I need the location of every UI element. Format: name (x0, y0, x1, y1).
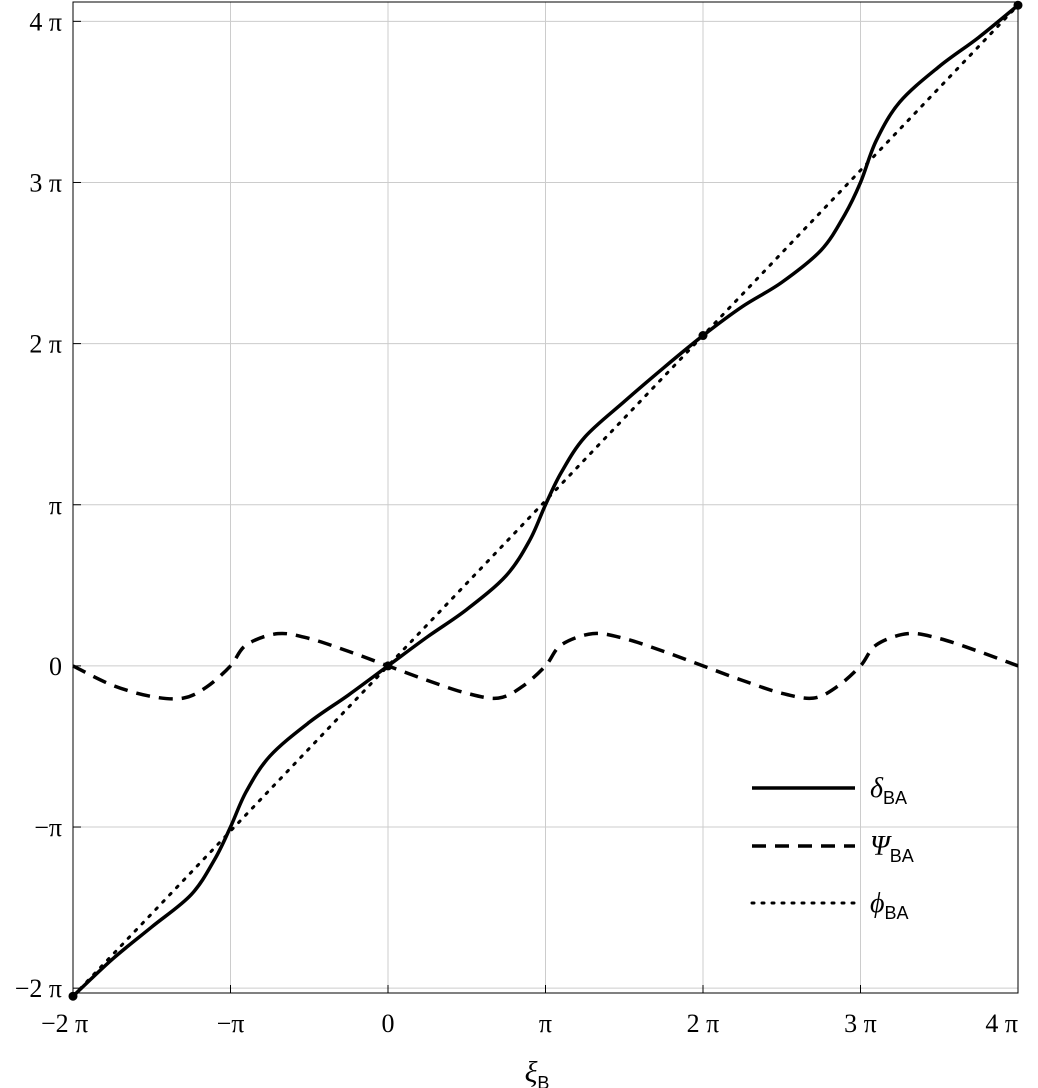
points (68, 0, 1023, 1001)
y-tick-label: 3 π (29, 168, 62, 197)
phi-ba-line (71, 3, 1020, 998)
legend-entry-delta: δBA (752, 773, 907, 808)
y-tick-label: 2 π (29, 330, 62, 359)
y-tick-label: −2 π (15, 974, 62, 1003)
x-tick-label: 2 π (687, 1009, 720, 1038)
x-tick-label: 0 (382, 1009, 395, 1038)
x-tick-label: 4 π (985, 1009, 1018, 1038)
psi-ba-line (72, 631, 1019, 701)
marked-point (698, 331, 708, 341)
legend: δBA ΨBA ϕBA (750, 773, 914, 923)
y-tick-label: −π (34, 813, 62, 842)
marked-point (1013, 0, 1023, 10)
y-tick-label: π (49, 491, 62, 520)
legend-entry-psi: ΨBA (752, 831, 914, 866)
ticks: −2 π −π 0 π 2 π 3 π 4 π −2 π −π 0 π 2 π 3 π 4 π (15, 7, 1019, 1038)
legend-label: ϕBA (870, 888, 909, 923)
x-axis-label: ξB (525, 1056, 550, 1088)
legend-label: δBA (870, 773, 907, 808)
legend-label: ΨBA (870, 831, 914, 866)
marked-point (383, 661, 393, 671)
y-tick-label: 0 (49, 652, 62, 681)
x-tick-label: −π (217, 1009, 245, 1038)
x-tick-label: 3 π (844, 1009, 877, 1038)
x-tick-label: π (539, 1009, 552, 1038)
series (71, 3, 1020, 998)
x-tick-label: −2 π (41, 1009, 88, 1038)
y-tick-label: 4 π (29, 7, 62, 36)
legend-entry-phi: ϕBA (750, 888, 909, 923)
marked-point (68, 991, 78, 1001)
delta-ba-line (71, 3, 1020, 998)
